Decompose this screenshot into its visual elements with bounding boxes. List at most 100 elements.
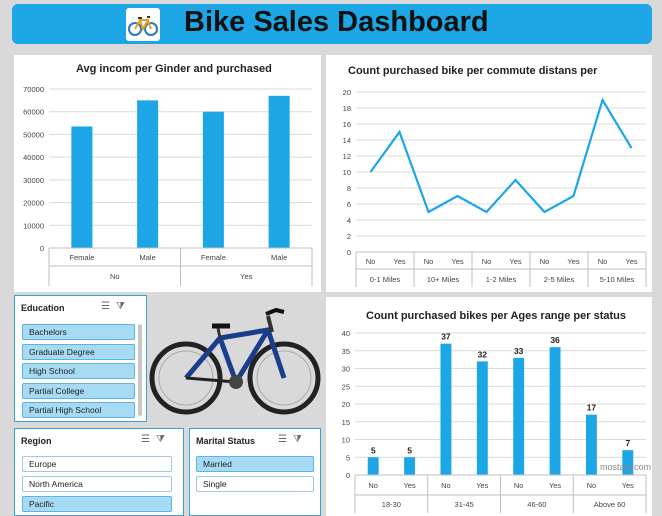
bar <box>476 361 488 475</box>
chart-commute-panel: Count purchased bike per commute distans… <box>326 55 652 292</box>
x-tick-label: Yes <box>567 257 579 266</box>
x-tick-label: Female <box>201 253 226 262</box>
bar <box>71 126 93 248</box>
x-tick-label: Yes <box>625 257 637 266</box>
y-tick-label: 16 <box>343 120 351 129</box>
y-tick-label: 20 <box>343 88 351 97</box>
x-tick-label: Yes <box>393 257 405 266</box>
x-group-label: 31-45 <box>455 500 474 509</box>
y-tick-label: 60000 <box>23 108 44 117</box>
y-tick-label: 10000 <box>23 221 44 230</box>
commute-line-chart: 0 2 4 6 8 10 12 14 16 18 20 No Yes No Yes No Yes No Yes No Y… <box>343 88 647 287</box>
slicer-item-single[interactable]: Single <box>196 476 314 492</box>
data-label: 5 <box>371 445 376 455</box>
bar <box>367 457 379 475</box>
slicer-item-north-america[interactable]: North America <box>22 476 172 492</box>
x-tick-label: No <box>441 481 451 490</box>
bar <box>622 450 634 475</box>
data-label: 33 <box>514 346 524 356</box>
region-slicer: Region ☰⧩ Europe North America Pacific <box>14 428 184 516</box>
age-bar-chart: 0 5 10 15 20 25 30 35 40 5 5 37 32 33 36 17 7 No Yes No Yes N… <box>342 329 647 513</box>
slicer-title: Region <box>21 436 52 446</box>
y-tick-label: 40000 <box>23 153 44 162</box>
y-tick-label: 70000 <box>23 85 44 94</box>
avg-income-bar-chart: 0 10000 20000 30000 40000 50000 60000 70000 Fema… <box>23 85 313 286</box>
y-tick-label: 10 <box>343 168 351 177</box>
bar <box>404 457 416 475</box>
chart-title: Count purchased bike per commute distans… <box>348 65 598 77</box>
y-tick-label: 30 <box>342 365 350 374</box>
x-group-label: No <box>110 272 120 281</box>
x-tick-label: No <box>424 257 434 266</box>
y-tick-label: 6 <box>347 200 351 209</box>
slicer-item-europe[interactable]: Europe <box>22 456 172 472</box>
y-tick-label: 4 <box>347 216 351 225</box>
y-tick-label: 25 <box>342 382 350 391</box>
x-tick-label: No <box>540 257 550 266</box>
y-tick-label: 14 <box>343 136 351 145</box>
slicer-title: Marital Status <box>196 436 256 446</box>
y-tick-label: 50000 <box>23 130 44 139</box>
bar <box>549 347 561 475</box>
y-tick-label: 0 <box>40 244 44 253</box>
bar <box>268 95 290 248</box>
x-group-label: Yes <box>240 272 252 281</box>
bar <box>585 414 597 475</box>
chart-title: Avg incom per Ginder and purchased <box>76 63 272 75</box>
x-group-label: 46-60 <box>527 500 546 509</box>
bar <box>513 357 525 475</box>
watermark: mostaql.com <box>600 462 652 472</box>
x-tick-label: No <box>482 257 492 266</box>
y-tick-label: 8 <box>347 184 351 193</box>
y-tick-label: 0 <box>346 471 350 480</box>
bicycle-icon <box>126 8 160 41</box>
x-group-label: Above 60 <box>594 500 626 509</box>
y-tick-label: 40 <box>342 329 350 338</box>
y-tick-label: 2 <box>347 232 351 241</box>
data-label: 17 <box>587 403 597 413</box>
data-label: 36 <box>550 335 560 345</box>
x-tick-label: No <box>366 257 376 266</box>
y-tick-label: 15 <box>342 418 350 427</box>
x-tick-label: Yes <box>476 481 488 490</box>
data-label: 32 <box>478 349 488 359</box>
y-tick-label: 20000 <box>23 199 44 208</box>
y-tick-label: 35 <box>342 347 350 356</box>
chart-title: Count purchased bikes per Ages range per… <box>366 310 626 322</box>
multiselect-icon[interactable]: ☰⧩ <box>278 434 308 445</box>
slicer-title: Education <box>21 303 65 313</box>
slicer-item-high-school[interactable]: High School <box>22 363 135 379</box>
slicer-item-married[interactable]: Married <box>196 456 314 472</box>
slicer-item-bachelors[interactable]: Bachelors <box>22 324 135 340</box>
bar <box>202 111 224 248</box>
x-tick-label: No <box>598 257 608 266</box>
slicer-item-graduate-degree[interactable]: Graduate Degree <box>22 344 135 360</box>
page-title: Bike Sales Dashboard <box>184 6 489 38</box>
bicycle-image <box>148 298 323 426</box>
chart-age-panel: Count purchased bikes per Ages range per… <box>326 297 652 516</box>
y-tick-label: 18 <box>343 104 351 113</box>
marital-status-slicer: Marital Status ☰⧩ Married Single <box>189 428 321 516</box>
data-label: 37 <box>441 332 451 342</box>
y-tick-label: 5 <box>346 453 350 462</box>
x-tick-label: Yes <box>403 481 415 490</box>
multiselect-icon[interactable]: ☰⧩ <box>101 301 131 312</box>
x-tick-label: Female <box>69 253 94 262</box>
scrollbar[interactable] <box>138 324 142 416</box>
x-tick-label: Male <box>271 253 287 262</box>
x-group-label: 0-1 Miles <box>370 275 401 284</box>
y-tick-label: 12 <box>343 152 351 161</box>
y-tick-label: 0 <box>347 248 351 257</box>
y-tick-label: 30000 <box>23 176 44 185</box>
y-tick-label: 20 <box>342 400 350 409</box>
education-slicer: Education ☰⧩ Bachelors Graduate Degree H… <box>14 295 147 422</box>
x-tick-label: Male <box>139 253 155 262</box>
x-tick-label: Yes <box>509 257 521 266</box>
chart-avg-income-panel: Avg incom per Ginder and purchased 0 1000… <box>14 55 321 292</box>
slicer-item-pacific[interactable]: Pacific <box>22 496 172 512</box>
slicer-item-partial-high-school[interactable]: Partial High School <box>22 402 135 418</box>
multiselect-icon[interactable]: ☰⧩ <box>141 434 171 445</box>
slicer-item-partial-college[interactable]: Partial College <box>22 383 135 399</box>
x-group-label: 2-5 Miles <box>544 275 575 284</box>
bar <box>440 343 452 475</box>
